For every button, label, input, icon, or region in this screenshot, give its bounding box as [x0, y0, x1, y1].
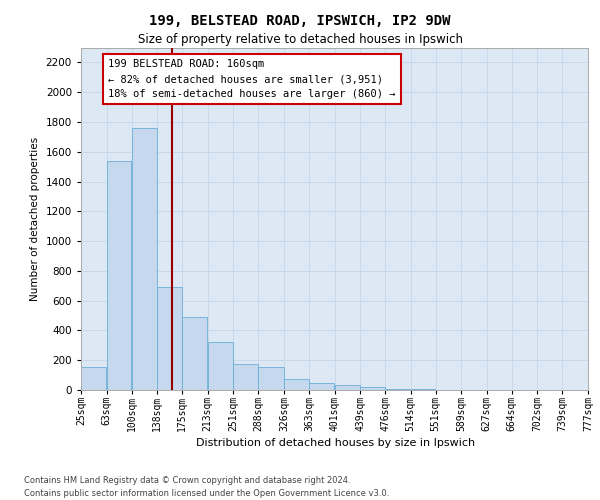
Y-axis label: Number of detached properties: Number of detached properties — [30, 136, 40, 301]
Text: Distribution of detached houses by size in Ipswich: Distribution of detached houses by size … — [196, 438, 476, 448]
Bar — [335, 385, 360, 390]
Bar — [385, 388, 410, 390]
Bar — [107, 160, 131, 390]
Text: Contains HM Land Registry data © Crown copyright and database right 2024.: Contains HM Land Registry data © Crown c… — [24, 476, 350, 485]
Bar — [157, 287, 182, 390]
Bar — [360, 387, 385, 390]
Bar — [259, 367, 284, 390]
Bar — [182, 317, 208, 390]
Text: Size of property relative to detached houses in Ipswich: Size of property relative to detached ho… — [137, 32, 463, 46]
Bar — [309, 382, 334, 390]
Bar — [81, 367, 106, 390]
Bar — [208, 342, 233, 390]
Text: 199 BELSTEAD ROAD: 160sqm
← 82% of detached houses are smaller (3,951)
18% of se: 199 BELSTEAD ROAD: 160sqm ← 82% of detac… — [108, 60, 395, 99]
Bar — [233, 364, 258, 390]
Bar — [131, 128, 157, 390]
Text: 199, BELSTEAD ROAD, IPSWICH, IP2 9DW: 199, BELSTEAD ROAD, IPSWICH, IP2 9DW — [149, 14, 451, 28]
Bar — [284, 379, 308, 390]
Text: Contains public sector information licensed under the Open Government Licence v3: Contains public sector information licen… — [24, 489, 389, 498]
